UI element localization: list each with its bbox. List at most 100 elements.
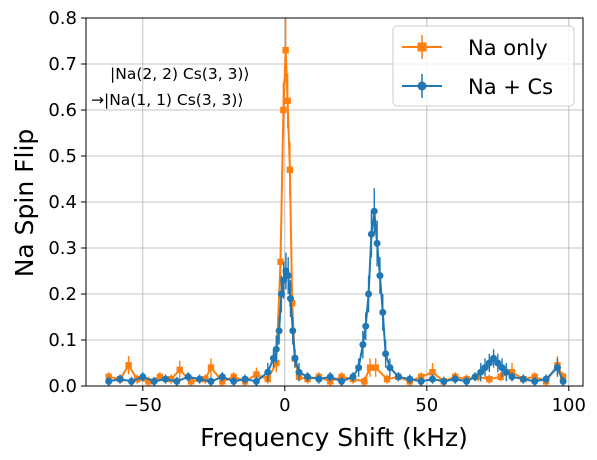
data-point xyxy=(486,375,493,383)
data-point xyxy=(162,375,170,383)
data-point xyxy=(284,272,292,280)
data-point xyxy=(481,364,489,372)
data-point xyxy=(184,373,192,381)
data-point xyxy=(494,359,502,367)
data-point xyxy=(272,345,280,353)
data-point xyxy=(207,364,215,371)
data-point xyxy=(490,354,498,362)
data-point xyxy=(156,373,164,380)
data-point xyxy=(367,230,375,238)
data-point xyxy=(241,375,249,383)
data-point xyxy=(284,97,291,104)
data-point xyxy=(379,308,387,316)
y-tick-label: 0.1 xyxy=(48,330,77,351)
y-tick-label: 0.2 xyxy=(48,284,77,305)
data-point xyxy=(406,375,414,383)
data-point xyxy=(291,354,299,362)
legend-marker xyxy=(417,81,427,91)
data-point xyxy=(253,371,260,378)
legend-label: Na only xyxy=(468,36,548,60)
data-point xyxy=(451,375,459,383)
data-point xyxy=(502,368,510,376)
data-point xyxy=(168,375,175,383)
data-point xyxy=(386,364,394,372)
y-tick-label: 0.5 xyxy=(48,146,77,167)
data-point xyxy=(542,375,550,383)
data-point xyxy=(417,377,425,385)
data-point xyxy=(394,373,402,381)
data-point xyxy=(463,377,471,385)
data-point xyxy=(202,375,209,383)
data-point xyxy=(219,378,226,385)
data-point xyxy=(366,364,374,371)
legend-entry: Na + Cs xyxy=(402,74,553,99)
legend-marker xyxy=(417,42,427,52)
y-tick-label: 0.0 xyxy=(48,376,77,397)
data-point xyxy=(116,375,124,383)
data-point xyxy=(282,47,289,54)
data-point xyxy=(338,377,346,385)
legend: Na only Na + Cs xyxy=(392,25,575,107)
x-tick-label: 0 xyxy=(279,395,290,416)
data-point xyxy=(286,166,294,173)
data-point xyxy=(207,377,215,385)
data-point xyxy=(286,295,294,303)
data-point xyxy=(277,290,285,298)
data-point xyxy=(127,377,135,385)
data-point xyxy=(440,377,448,385)
data-point xyxy=(531,377,539,385)
data-point xyxy=(376,272,384,280)
data-point xyxy=(264,368,272,376)
data-point xyxy=(471,373,479,381)
data-point xyxy=(373,239,381,247)
data-point xyxy=(280,276,288,284)
data-point xyxy=(559,377,567,385)
data-point xyxy=(382,350,390,358)
y-tick-label: 0.3 xyxy=(48,238,77,259)
data-point xyxy=(196,375,204,383)
data-point xyxy=(355,364,363,372)
x-tick-label: 100 xyxy=(552,395,586,416)
data-point xyxy=(145,378,152,385)
data-point xyxy=(508,373,516,381)
data-point xyxy=(150,377,158,385)
data-point xyxy=(362,322,370,330)
data-series xyxy=(105,18,567,386)
data-point xyxy=(349,373,357,381)
x-tick-label: −50 xyxy=(124,395,162,416)
annotation-line-1: |Na(2, 2) Cs(3, 3)⟩ xyxy=(110,65,250,83)
y-axis-label: Na Spin Flip xyxy=(10,129,39,278)
data-point xyxy=(187,378,195,385)
data-point xyxy=(361,378,368,385)
data-point xyxy=(218,373,226,381)
data-point xyxy=(280,106,287,114)
data-point xyxy=(477,368,485,376)
data-point xyxy=(295,368,303,376)
data-point xyxy=(327,378,334,385)
y-tick-label: 0.8 xyxy=(48,8,77,29)
data-point xyxy=(553,364,561,372)
data-point xyxy=(429,369,436,376)
y-tick-label: 0.7 xyxy=(48,54,77,75)
axis-ticks: −50 0 50 100 0.0 0.1 0.2 0.3 0.4 0.5 0.6 0.7 0.8 xyxy=(48,8,586,416)
data-point xyxy=(269,354,277,362)
data-point xyxy=(428,375,436,383)
legend-entry: Na only xyxy=(402,35,548,60)
data-point xyxy=(383,375,391,383)
x-axis-label: Frequency Shift (kHz) xyxy=(200,423,468,452)
legend-entries: Na only Na + Cs xyxy=(402,35,553,99)
legend-label: Na + Cs xyxy=(468,75,553,99)
data-point xyxy=(125,362,132,369)
data-point xyxy=(139,373,147,381)
data-point xyxy=(519,375,527,383)
data-point xyxy=(176,366,183,374)
data-point xyxy=(326,373,334,381)
annotation-line-2: →|Na(1, 1) Cs(3, 3)⟩ xyxy=(91,91,244,109)
data-point xyxy=(485,359,493,367)
y-tick-label: 0.6 xyxy=(48,100,77,121)
data-point xyxy=(275,327,283,335)
data-point xyxy=(315,375,323,383)
data-point xyxy=(173,377,181,385)
data-point xyxy=(497,373,504,380)
data-point xyxy=(288,300,296,307)
